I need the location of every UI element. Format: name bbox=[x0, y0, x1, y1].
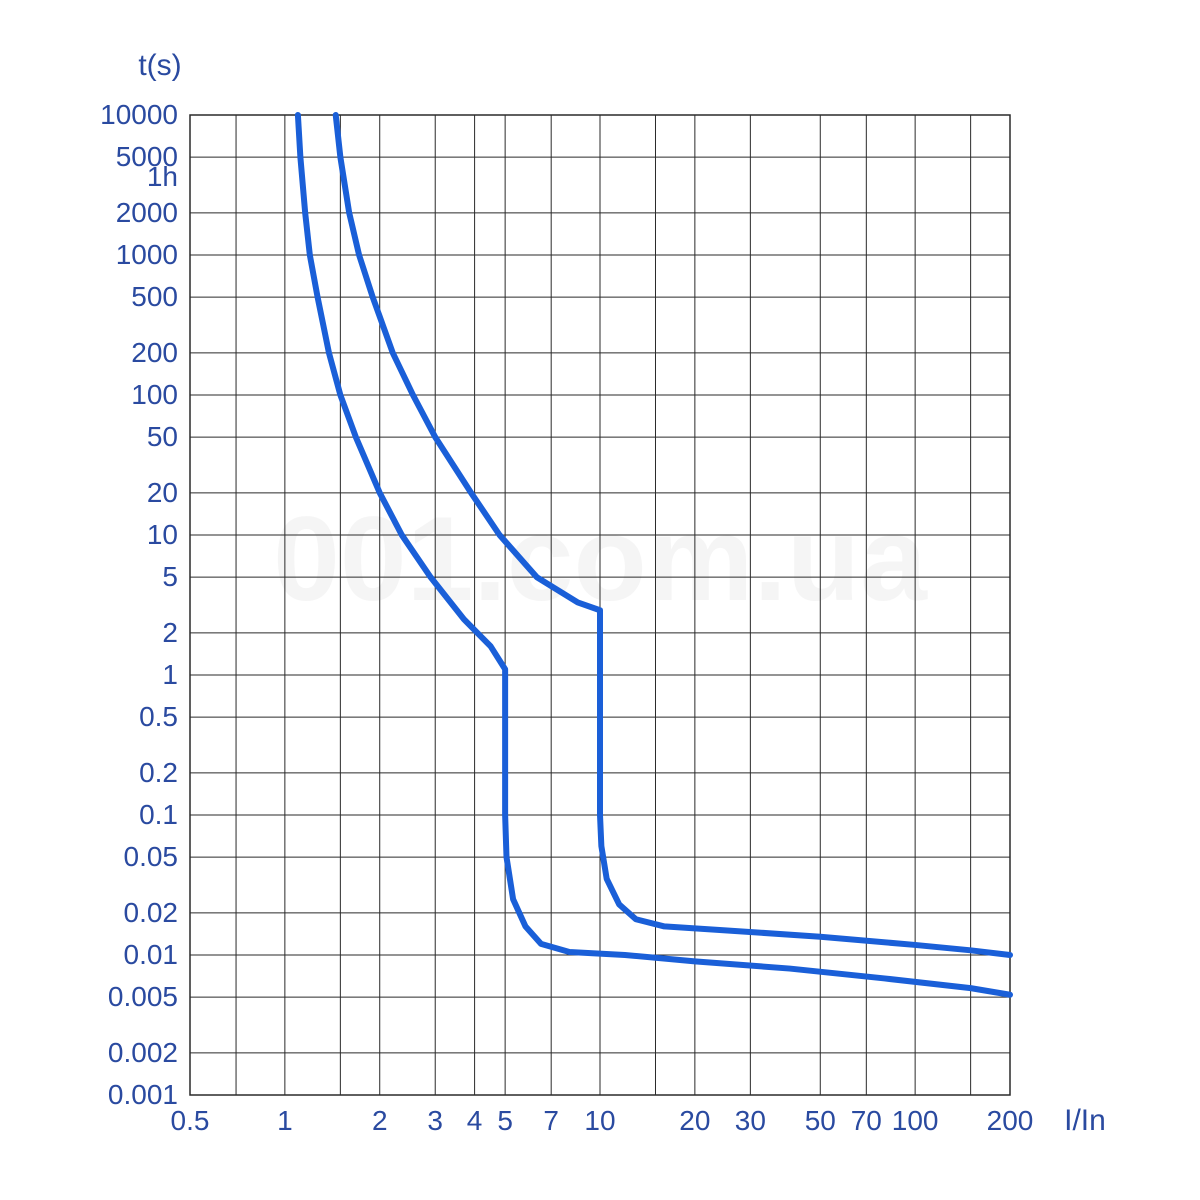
y-tick-label: 0.1 bbox=[139, 799, 178, 830]
y-tick-label: 50 bbox=[147, 421, 178, 452]
y-axis-label: t(s) bbox=[138, 49, 181, 82]
watermark: 001.com.ua bbox=[273, 492, 928, 626]
x-tick-label: 200 bbox=[987, 1105, 1034, 1136]
y-tick-label: 100 bbox=[131, 379, 178, 410]
y-tick-label: 10000 bbox=[100, 99, 178, 130]
x-tick-label: 7 bbox=[543, 1105, 559, 1136]
y-tick-label: 1000 bbox=[116, 239, 178, 270]
x-tick-label: 70 bbox=[851, 1105, 882, 1136]
y-tick-label: 500 bbox=[131, 281, 178, 312]
x-tick-label: 0.5 bbox=[171, 1105, 210, 1136]
x-tick-label: 20 bbox=[679, 1105, 710, 1136]
x-tick-label: 100 bbox=[892, 1105, 939, 1136]
x-tick-label: 3 bbox=[427, 1105, 443, 1136]
y-tick-label: 0.5 bbox=[139, 701, 178, 732]
x-tick-label: 30 bbox=[735, 1105, 766, 1136]
y-tick-label: 2000 bbox=[116, 197, 178, 228]
y-tick-label: 0.001 bbox=[108, 1079, 178, 1110]
x-tick-label: 10 bbox=[584, 1105, 615, 1136]
y-tick-label: 1 bbox=[162, 659, 178, 690]
y-tick-label: 5 bbox=[162, 561, 178, 592]
y-tick-label: 5000 bbox=[116, 141, 178, 172]
y-tick-label: 10 bbox=[147, 519, 178, 550]
y-tick-label: 2 bbox=[162, 617, 178, 648]
x-tick-label: 4 bbox=[467, 1105, 483, 1136]
y-tick-label: 0.01 bbox=[124, 939, 179, 970]
trip-curve-chart: 001.com.ua 0.001 0.002 0.005 0.01 0.02 0.05 0.1… bbox=[0, 0, 1200, 1200]
y-tick-label: 20 bbox=[147, 477, 178, 508]
chart-svg: 001.com.ua 0.001 0.002 0.005 0.01 0.02 0.05 0.1… bbox=[0, 0, 1200, 1200]
y-tick-label: 0.2 bbox=[139, 757, 178, 788]
x-axis-label: I/In bbox=[1064, 1104, 1106, 1137]
y-tick-label: 0.002 bbox=[108, 1037, 178, 1068]
x-tick-label: 5 bbox=[497, 1105, 513, 1136]
y-tick-label: 0.02 bbox=[124, 897, 179, 928]
y-tick-label: 0.05 bbox=[124, 841, 179, 872]
x-tick-label: 50 bbox=[805, 1105, 836, 1136]
x-tick-label: 2 bbox=[372, 1105, 388, 1136]
y-tick-label: 0.005 bbox=[108, 981, 178, 1012]
y-tick-label: 200 bbox=[131, 337, 178, 368]
x-tick-label: 1 bbox=[277, 1105, 293, 1136]
